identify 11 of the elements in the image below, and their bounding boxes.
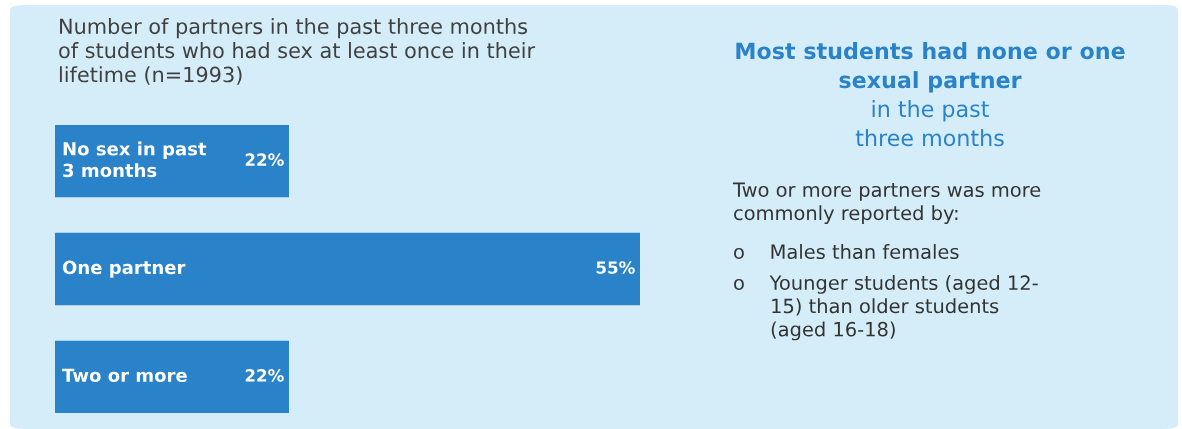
data-label: 22% (245, 369, 284, 382)
text: Two or more partners was more commonly reported by: (732, 182, 1041, 225)
text: o Males than females (734, 244, 959, 260)
y-tick-label: No sex in past 3 months (63, 141, 207, 178)
data-label: 22% (245, 153, 284, 166)
chart-title: Number of partners in the past three months of students who had sex at least once in their lifetime (n=1993) (59, 18, 536, 85)
text: o Younger students (aged 12- 15) than older students (aged 16-18) (734, 275, 1038, 341)
data-label: 55% (596, 261, 635, 274)
y-tick-label: Two or more (62, 368, 187, 383)
y-tick-label: One partner (62, 260, 186, 278)
text: in the past three months (855, 100, 1004, 147)
